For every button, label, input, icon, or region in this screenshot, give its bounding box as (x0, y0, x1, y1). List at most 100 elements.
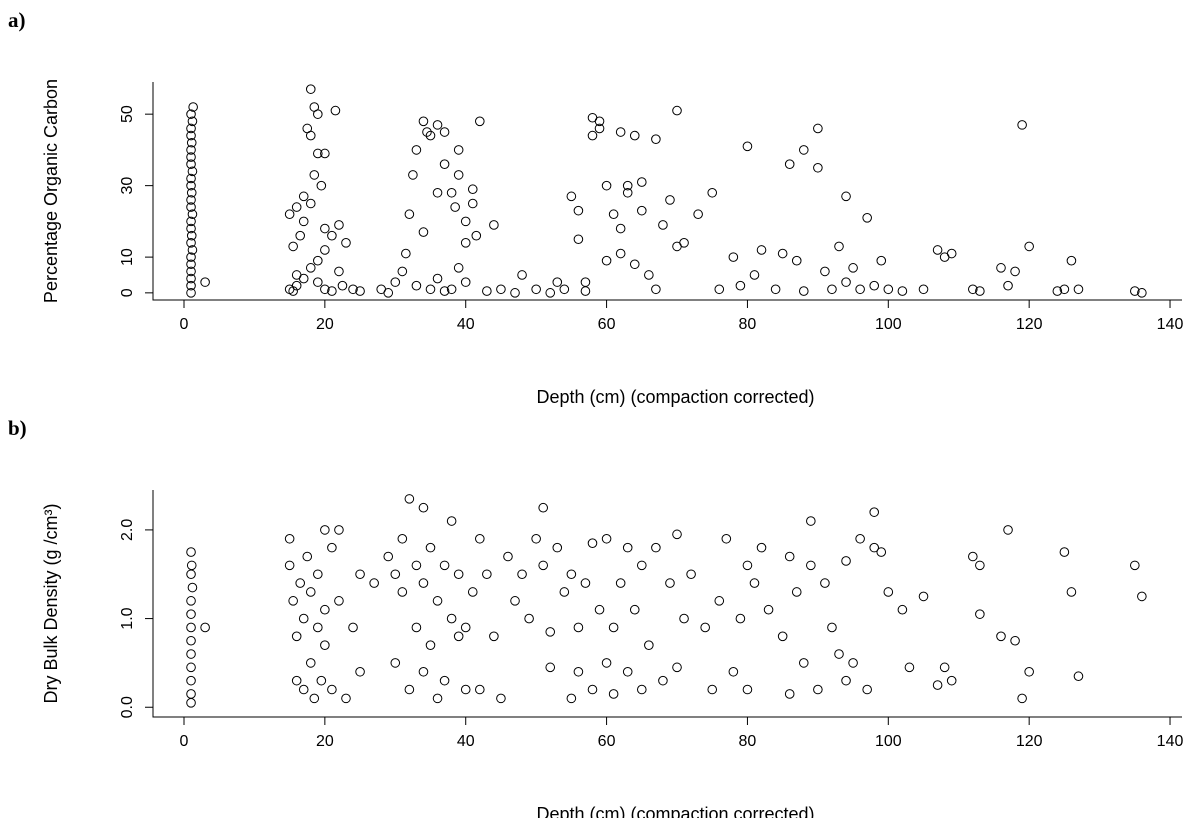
point (186, 173, 196, 184)
point (482, 286, 492, 296)
point (672, 662, 682, 673)
point (813, 684, 823, 695)
point (749, 270, 760, 280)
point (313, 148, 323, 159)
point (531, 284, 541, 295)
point (813, 162, 823, 173)
point (798, 658, 809, 668)
point (313, 109, 323, 119)
point (305, 130, 316, 141)
point (309, 693, 320, 704)
point (186, 230, 197, 241)
point (411, 560, 422, 571)
point (883, 587, 894, 597)
point (975, 609, 985, 619)
point (320, 640, 330, 650)
point (1059, 284, 1070, 295)
point (298, 191, 309, 202)
y-tick-label: 0.0 (119, 696, 136, 718)
point (636, 684, 647, 695)
point (968, 284, 978, 295)
point (714, 284, 725, 295)
point (587, 684, 598, 695)
point (679, 238, 689, 248)
point (622, 180, 633, 191)
point (820, 578, 830, 588)
point (763, 604, 774, 615)
point (644, 640, 654, 650)
point (996, 631, 1006, 642)
point (186, 622, 196, 633)
point (397, 533, 408, 544)
point (200, 622, 210, 633)
point (904, 662, 915, 673)
point (320, 604, 330, 615)
point (418, 227, 429, 237)
point (629, 130, 640, 141)
point (665, 195, 675, 205)
point (390, 569, 401, 580)
point (291, 675, 302, 686)
point (288, 596, 298, 606)
point (827, 284, 837, 295)
point (467, 184, 478, 195)
point (446, 284, 457, 295)
y-tick-label: 30 (119, 177, 136, 195)
point (749, 578, 760, 588)
point (538, 560, 548, 571)
point (186, 130, 196, 141)
point (411, 145, 422, 155)
point (636, 177, 647, 187)
x-tick-label: 60 (598, 733, 616, 750)
point (397, 587, 408, 597)
point (629, 604, 640, 615)
point (327, 684, 337, 695)
point (186, 159, 196, 169)
point (186, 266, 196, 277)
point (298, 216, 309, 227)
point (460, 684, 471, 695)
point (693, 209, 703, 220)
point (186, 187, 197, 198)
point (305, 84, 316, 94)
point (651, 542, 661, 553)
point (756, 542, 767, 553)
point (187, 116, 198, 127)
point (186, 698, 196, 708)
point (460, 277, 471, 287)
point (834, 649, 844, 659)
point (422, 127, 432, 137)
point (305, 198, 316, 209)
point (446, 187, 457, 198)
point (334, 266, 344, 277)
x-tick-label: 40 (457, 733, 475, 750)
point (305, 658, 316, 668)
point (798, 286, 809, 296)
point (968, 551, 978, 562)
point (453, 263, 464, 273)
point (594, 604, 605, 615)
point (742, 560, 753, 571)
point (187, 245, 198, 255)
point (475, 533, 485, 544)
point (700, 622, 710, 633)
x-tick-label: 0 (180, 316, 189, 333)
point (187, 209, 198, 220)
point (742, 684, 753, 695)
axis-line (152, 490, 1182, 718)
point (291, 631, 302, 642)
point (1017, 693, 1027, 704)
point (186, 216, 196, 227)
point (467, 587, 478, 597)
point (615, 223, 626, 234)
point (770, 284, 781, 295)
point (432, 596, 443, 606)
point (330, 105, 341, 116)
point (401, 248, 411, 259)
point (305, 587, 316, 597)
point (728, 252, 739, 262)
point (1052, 286, 1063, 296)
point (418, 666, 429, 677)
point (587, 538, 598, 549)
point (1017, 120, 1027, 130)
